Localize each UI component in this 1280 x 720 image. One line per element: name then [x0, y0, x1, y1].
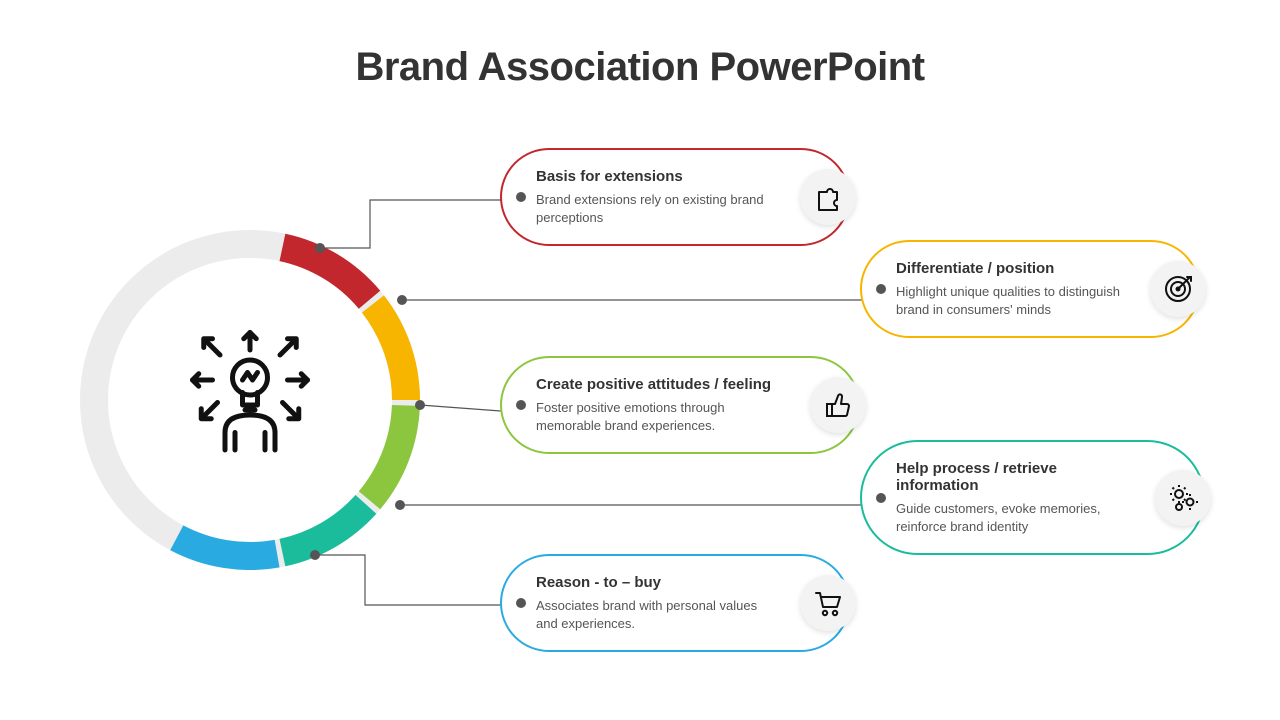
pill-anchor-dot	[516, 400, 526, 410]
pill-desc: Associates brand with personal values an…	[536, 597, 778, 632]
pill-reason: Reason - to – buy Associates brand with p…	[500, 554, 850, 652]
cart-icon	[800, 575, 856, 631]
thumb-icon	[810, 377, 866, 433]
pill-desc: Brand extensions rely on existing brand …	[536, 191, 778, 226]
pill-anchor-dot	[516, 192, 526, 202]
target-icon	[1150, 261, 1206, 317]
pill-title: Basis for extensions	[536, 168, 778, 185]
pill-desc: Foster positive emotions through memorab…	[536, 399, 788, 434]
pill-extensions: Basis for extensions Brand extensions rel…	[500, 148, 850, 246]
puzzle-icon	[800, 169, 856, 225]
pill-retrieve: Help process / retrieve information Guide…	[860, 440, 1205, 555]
pill-title: Help process / retrieve information	[896, 460, 1133, 494]
pill-desc: Highlight unique qualities to distinguis…	[896, 283, 1128, 318]
pill-title: Reason - to – buy	[536, 574, 778, 591]
pill-attitudes: Create positive attitudes / feeling Foste…	[500, 356, 860, 454]
gears-icon	[1155, 470, 1211, 526]
pill-anchor-dot	[516, 598, 526, 608]
page-title: Brand Association PowerPoint	[0, 45, 1280, 90]
pill-anchor-dot	[876, 284, 886, 294]
pill-title: Create positive attitudes / feeling	[536, 376, 788, 393]
pill-title: Differentiate / position	[896, 260, 1128, 277]
pill-desc: Guide customers, evoke memories, reinfor…	[896, 500, 1133, 535]
pill-differentiate: Differentiate / position Highlight unique…	[860, 240, 1200, 338]
pill-anchor-dot	[876, 493, 886, 503]
center-illustration	[145, 295, 355, 505]
